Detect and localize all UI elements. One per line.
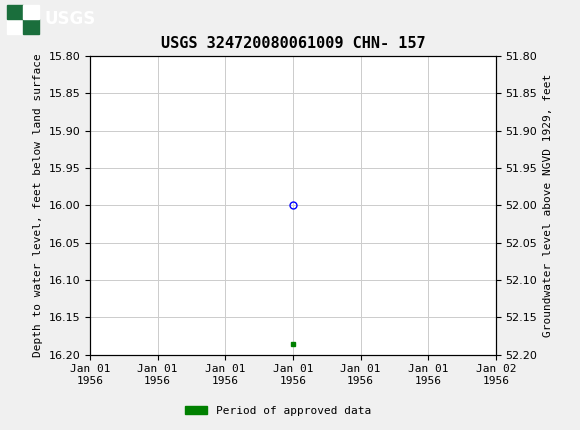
Y-axis label: Groundwater level above NGVD 1929, feet: Groundwater level above NGVD 1929, feet <box>543 74 553 337</box>
Bar <box>23 19 39 34</box>
Bar <box>23 5 39 19</box>
Legend: Period of approved data: Period of approved data <box>181 401 376 420</box>
Title: USGS 324720080061009 CHN- 157: USGS 324720080061009 CHN- 157 <box>161 36 425 51</box>
Text: USGS: USGS <box>45 10 96 28</box>
Y-axis label: Depth to water level, feet below land surface: Depth to water level, feet below land su… <box>33 53 43 357</box>
Bar <box>7 5 23 19</box>
Bar <box>7 19 23 34</box>
